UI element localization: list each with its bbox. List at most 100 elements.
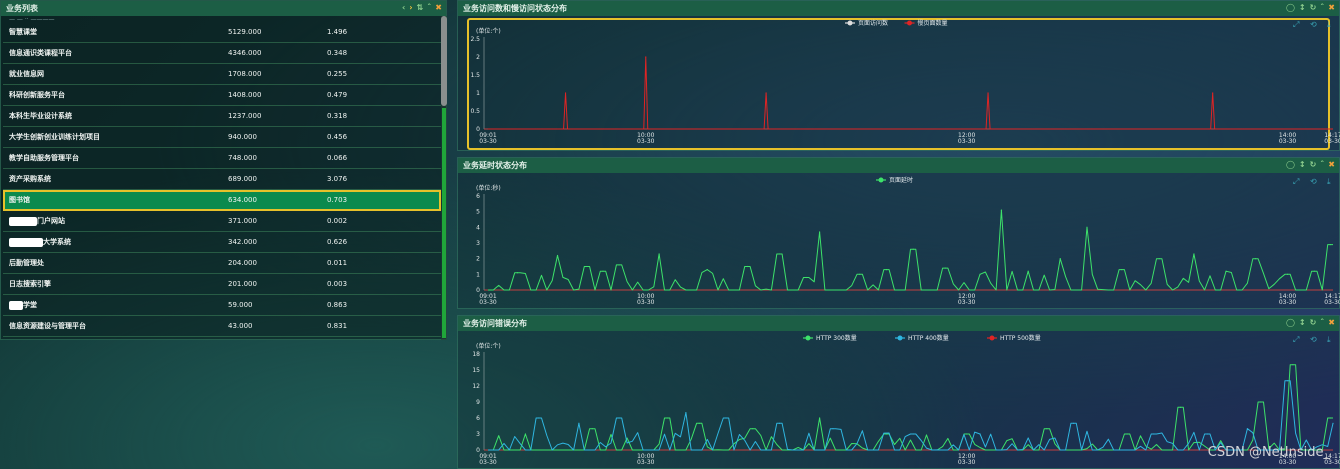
row-latency: 0.863 xyxy=(327,301,348,309)
row-name: 教学自助服务管理平台 xyxy=(3,153,223,163)
table-row[interactable]: 科研创新服务平台 1408.000 0.479 xyxy=(3,85,441,106)
y-tick-label: 6 xyxy=(476,193,480,200)
data-point xyxy=(1329,243,1331,246)
table-row[interactable]: 门户网站 371.000 0.002 xyxy=(3,211,441,232)
row-latency: 0.002 xyxy=(327,217,348,225)
chevron-up-icon[interactable]: ˆ xyxy=(427,3,432,12)
close-icon[interactable]: ✖ xyxy=(435,3,442,12)
zoom-icon[interactable]: ⤢ xyxy=(1292,20,1299,29)
errors-chart[interactable]: (单位:个)036912151809:0103-3010:0003-3012:0… xyxy=(458,332,1340,469)
zoom-icon[interactable]: ⤢ xyxy=(1292,335,1299,344)
row-name: 日志搜索引擎 xyxy=(3,279,223,289)
data-point xyxy=(556,254,559,257)
restore-icon[interactable]: ⟲ xyxy=(1310,177,1317,186)
latency-chart-panel: 业务延时状态分布 ◯ ↕ ↻ ˆ ✖ (单位:秒) 0 1 2 3 4 5 6 09:01 03-… xyxy=(457,157,1340,309)
move-icon[interactable]: ↕ xyxy=(1298,318,1306,327)
refresh-icon[interactable]: ↻ xyxy=(1309,318,1317,327)
chevron-up-icon[interactable]: ˆ xyxy=(1320,3,1325,12)
table-row[interactable]: 学堂 59.000 0.863 xyxy=(3,295,441,316)
table-row[interactable]: 就业信息网 1708.000 0.255 xyxy=(3,64,441,85)
table-row[interactable]: 大学系统 342.000 0.626 xyxy=(3,232,441,253)
data-point xyxy=(885,433,888,435)
data-point xyxy=(1126,433,1128,435)
legend-label: HTTP 500数量 xyxy=(1000,334,1041,342)
data-point xyxy=(1193,253,1195,255)
business-list-panel: 业务列表 ‹ › ⇅ ˆ ✖ — — ·· ———— 智慧课堂 5129.000 1… xyxy=(0,0,447,340)
legend-marker xyxy=(878,177,884,183)
visits-chart[interactable]: (单位:个)00.511.522.509:0103-3010:0003-3012… xyxy=(458,17,1340,151)
y-tick-label: 0 xyxy=(476,447,480,454)
x-tick-date: 03-30 xyxy=(637,459,655,466)
x-tick-label: 10:00 xyxy=(637,132,654,139)
table-row[interactable]: 本科生毕业设计系统 1237.000 0.318 xyxy=(3,106,441,127)
sort-icon[interactable]: ⇅ xyxy=(416,3,424,12)
legend-marker xyxy=(805,335,811,341)
data-point xyxy=(1073,422,1075,424)
clock-icon[interactable]: ◯ xyxy=(1285,318,1295,327)
data-point xyxy=(944,267,946,269)
chevron-up-icon[interactable]: ˆ xyxy=(1320,318,1325,327)
table-row[interactable]: 信息通识类课程平台 4346.000 0.348 xyxy=(3,43,441,64)
data-point xyxy=(1121,269,1123,271)
move-icon[interactable]: ↕ xyxy=(1298,160,1306,169)
x-tick-label: 10:00 xyxy=(637,293,654,300)
table-row[interactable]: 大学生创新创业训练计划项目 940.000 0.456 xyxy=(3,127,441,148)
table-row[interactable]: 日志搜索引擎 201.000 0.003 xyxy=(3,274,441,295)
row-name: 学堂 xyxy=(3,300,223,310)
row-name-text: 信息通识类课程平台 xyxy=(9,49,72,57)
table-row[interactable]: 信息资源建设与管理平台 43.000 0.831 xyxy=(3,316,441,337)
clock-icon[interactable]: ◯ xyxy=(1285,3,1295,12)
restore-icon[interactable]: ⟲ xyxy=(1310,335,1317,344)
visits-chart-panel: 业务访问数和慢访问状态分布 ◯ ↕ ↻ ˆ ✖ (单位:个) 0 0.5 1 1.5 2 2… xyxy=(457,0,1340,151)
data-point xyxy=(1059,258,1061,260)
list-scrollbar[interactable] xyxy=(441,16,447,340)
y-tick-label: 3 xyxy=(476,431,480,438)
zoom-icon[interactable]: ⤢ xyxy=(1292,177,1299,186)
data-point xyxy=(1086,226,1088,228)
table-row[interactable]: 智慧课堂 5129.000 1.496 xyxy=(3,22,441,43)
refresh-icon[interactable]: ↻ xyxy=(1309,3,1317,12)
data-point xyxy=(1225,270,1227,272)
close-icon[interactable]: ✖ xyxy=(1328,160,1335,169)
clock-icon[interactable]: ◯ xyxy=(1285,160,1295,169)
data-point xyxy=(859,273,861,275)
close-icon[interactable]: ✖ xyxy=(1328,318,1335,327)
x-tick-label: 14:17 xyxy=(1324,293,1340,300)
data-point xyxy=(618,417,620,419)
legend-marker xyxy=(907,20,912,26)
download-icon[interactable]: ⤓ xyxy=(1327,20,1331,29)
table-row[interactable]: 教学自助服务管理平台 748.000 0.066 xyxy=(3,148,441,169)
data-point xyxy=(778,422,781,424)
row-name-text: 信息资源建设与管理平台 xyxy=(9,322,86,330)
y-tick-label: 2 xyxy=(476,54,480,61)
download-icon[interactable]: ⤓ xyxy=(1327,177,1331,186)
restore-icon[interactable]: ⟲ xyxy=(1310,20,1317,29)
visits-chart-title: 业务访问数和慢访问状态分布 xyxy=(463,4,567,13)
row-latency: 0.255 xyxy=(327,70,348,78)
row-name: 本科生毕业设计系统 xyxy=(3,111,223,121)
row-visits: 689.000 xyxy=(228,175,257,183)
x-tick-date: 03-30 xyxy=(1279,138,1297,145)
chevron-right-icon[interactable]: › xyxy=(409,3,413,12)
scrollbar-thumb[interactable] xyxy=(441,16,447,106)
close-icon[interactable]: ✖ xyxy=(1328,3,1335,12)
refresh-icon[interactable]: ↻ xyxy=(1309,160,1317,169)
row-name-text: 门户网站 xyxy=(37,217,65,225)
business-list-header: 业务列表 ‹ › ⇅ ˆ ✖ xyxy=(1,1,446,16)
move-icon[interactable]: ↕ xyxy=(1298,3,1306,12)
row-latency: 0.626 xyxy=(327,238,348,246)
download-icon[interactable]: ⤓ xyxy=(1327,335,1331,344)
table-row[interactable]: 资产采购系统 689.000 3.076 xyxy=(3,169,441,190)
table-row[interactable]: 图书馆 634.000 0.703 xyxy=(3,190,441,211)
x-tick-label: 14:00 xyxy=(1279,293,1296,300)
data-point xyxy=(1286,380,1289,382)
data-point xyxy=(645,56,647,58)
data-point xyxy=(966,433,968,435)
data-point xyxy=(602,270,604,272)
data-point xyxy=(1027,270,1029,272)
latency-chart[interactable]: (单位:秒)012345609:0103-3010:0003-3012:0003… xyxy=(458,174,1340,310)
chevron-left-icon[interactable]: ‹ xyxy=(402,3,406,12)
chevron-up-icon[interactable]: ˆ xyxy=(1320,160,1325,169)
table-row[interactable]: 后勤管理处 204.000 0.011 xyxy=(3,253,441,274)
row-name-text: 教学自助服务管理平台 xyxy=(9,154,79,162)
